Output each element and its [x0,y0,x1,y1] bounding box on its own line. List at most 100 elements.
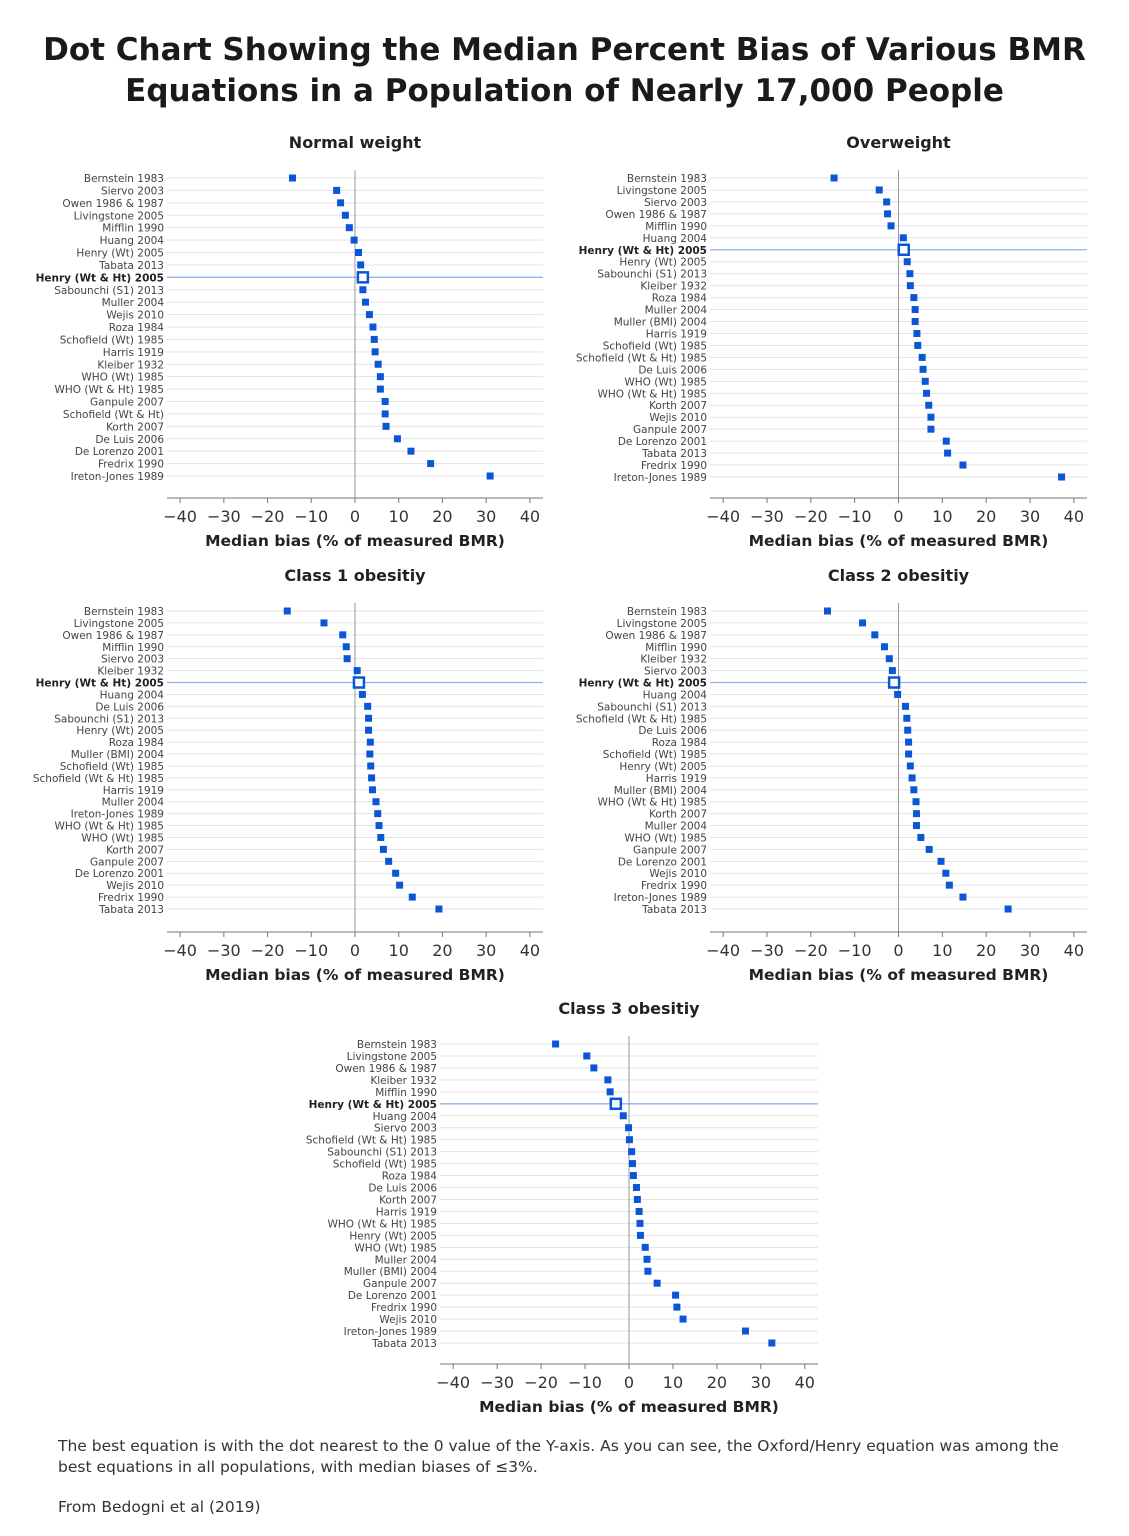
x-tick-label: −40 [163,507,197,526]
category-label: Roza 1984 [109,737,165,749]
chart-panel-4: Class 2 obesitiy Bernstein 1983Livingston… [576,566,1087,984]
data-marker [288,174,296,182]
category-label: Korth 2007 [649,809,707,821]
category-label: WHO (Wt) 1985 [624,376,707,388]
category-label: Siervo 2003 [644,197,707,209]
category-label: Henry (Wt & Ht) 2005 [579,678,707,690]
category-label: Wejis 2010 [106,310,164,322]
category-label: Ganpule 2007 [363,1278,437,1290]
category-label: Wejis 2010 [106,880,164,892]
x-tick-label: −10 [838,941,872,960]
x-tick-label: 10 [389,941,409,960]
category-label: Tabata 2013 [641,904,707,916]
data-marker [379,845,387,853]
data-marker [283,607,291,615]
category-label: Muller 2004 [375,1254,438,1266]
chart-panel-3: Class 1 obesitiy Bernstein 1983Livingston… [33,566,543,984]
data-marker [944,449,952,457]
data-marker [903,258,911,266]
data-marker [345,224,353,232]
x-axis-label: Median bias (% of measured BMR) [479,1398,779,1416]
data-marker [912,822,920,830]
data-marker [830,174,838,182]
data-marker [366,750,374,758]
data-marker [643,1255,651,1263]
data-marker [381,398,389,405]
category-label: Korth 2007 [379,1194,437,1206]
category-label: WHO (Wt & Ht) 1985 [597,797,707,809]
category-label: De Lorenzo 2001 [618,856,707,868]
category-label: Roza 1984 [109,322,165,334]
category-label: Sabounchi (S1) 2013 [597,701,707,713]
data-marker [914,341,922,349]
data-marker [604,1076,612,1084]
data-marker [370,335,378,343]
data-marker [673,1303,681,1311]
data-marker [382,422,390,430]
panel-title: Class 2 obesitiy [828,566,970,585]
data-marker [374,360,382,368]
x-tick-label: 10 [932,507,952,526]
category-label: Muller 2004 [645,821,708,833]
x-tick-label: −10 [838,507,872,526]
panel-title: Normal weight [289,133,422,152]
data-marker [359,286,367,294]
data-marker [888,667,896,675]
category-label: Henry (Wt & Ht) 2005 [36,272,164,284]
category-label: Schofield (Wt) 1985 [60,334,164,346]
category-label: Sabounchi (S1) 2013 [54,285,164,297]
data-marker [679,1315,687,1323]
x-tick-label: −20 [251,507,285,526]
data-marker [366,738,374,746]
category-label: Ganpule 2007 [90,856,164,868]
category-label: Bernstein 1983 [627,173,707,185]
x-tick-label: 10 [663,1373,683,1392]
category-label: Ganpule 2007 [633,844,707,856]
data-marker [374,810,382,818]
x-tick-label: −30 [750,941,784,960]
data-marker [369,323,377,331]
category-label: Schofield (Wt & Ht) 1985 [306,1135,437,1147]
category-label: Kleiber 1932 [640,281,707,293]
category-label: Kleiber 1932 [97,359,164,371]
data-marker [407,447,415,455]
footer-note: The best equation is with the dot neares… [58,1437,1059,1476]
category-label: Ireton-Jones 1989 [71,471,164,483]
panel-title: Overweight [846,133,951,152]
data-marker [339,631,347,639]
category-label: Mifflin 1990 [102,223,164,235]
category-label: Sabounchi (S1) 2013 [327,1147,437,1159]
data-marker [918,353,926,361]
x-tick-label: 10 [389,507,409,526]
data-marker [343,655,351,663]
x-axis-label: Median bias (% of measured BMR) [749,532,1049,550]
category-label: Livingstone 2005 [617,185,707,197]
category-label: Schofield (Wt) 1985 [333,1159,437,1171]
data-marker [368,786,376,794]
category-label: Henry (Wt) 2005 [619,761,707,773]
x-axis-label: Median bias (% of measured BMR) [205,532,505,550]
x-axis-label: Median bias (% of measured BMR) [749,966,1049,984]
data-marker [911,306,919,314]
category-label: De Luis 2006 [638,364,707,376]
category-label: WHO (Wt) 1985 [354,1242,437,1254]
data-marker [320,619,328,627]
data-marker [959,461,967,469]
x-tick-label: −40 [706,507,740,526]
x-tick-label: 0 [350,507,360,526]
data-marker [350,236,358,244]
data-marker [641,1243,649,1251]
data-marker [911,318,919,326]
data-marker [912,810,920,818]
x-tick-label: 30 [476,507,496,526]
category-label: De Luis 2006 [638,725,707,737]
x-tick-label: −20 [794,507,828,526]
category-label: WHO (Wt & Ht) 1985 [597,388,707,400]
category-label: Kleiber 1932 [640,654,707,666]
category-label: De Luis 2006 [95,434,164,446]
category-label: Muller 2004 [645,305,708,317]
data-marker [633,1195,641,1203]
category-label: Wejis 2010 [649,412,707,424]
data-marker [903,714,911,722]
category-label: Ireton-Jones 1989 [344,1326,437,1338]
